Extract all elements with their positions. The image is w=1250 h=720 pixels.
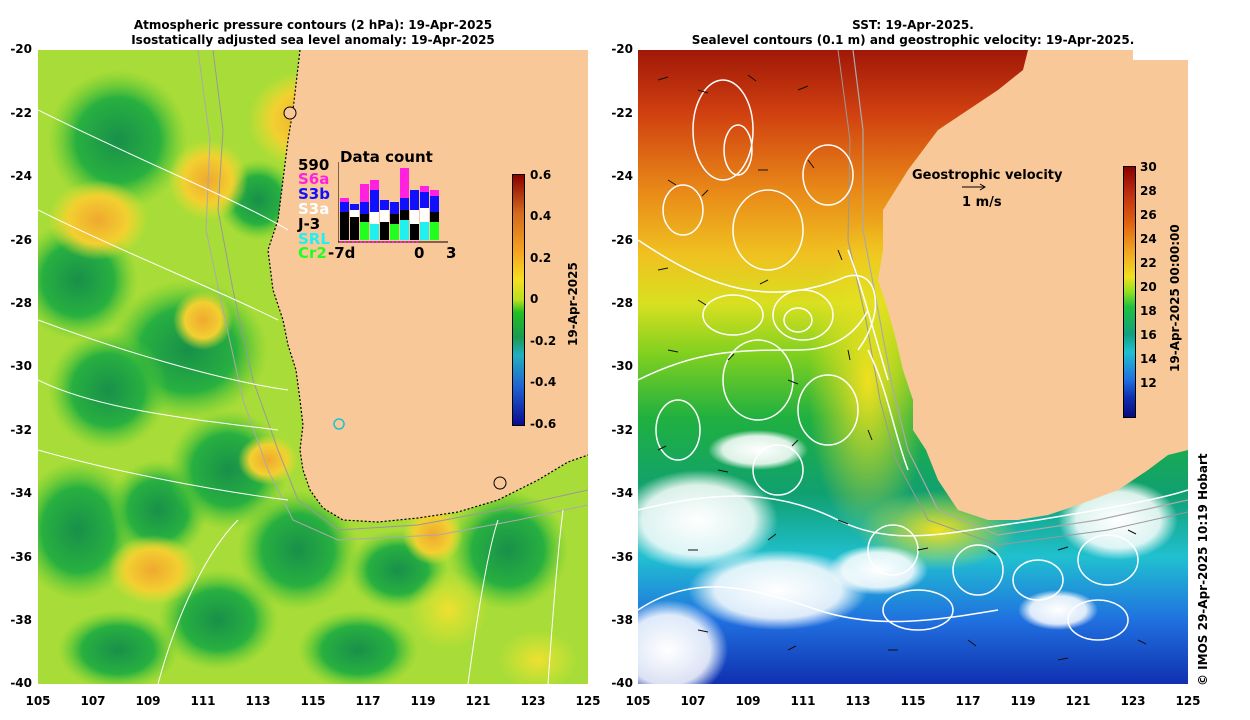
right-x-tick: 121 xyxy=(1065,694,1091,708)
right-x-tick: 105 xyxy=(625,694,651,708)
right-x-tick: 115 xyxy=(900,694,926,708)
right-cb-tick: 26 xyxy=(1140,208,1157,222)
data-count-axis-mid: 0 xyxy=(414,244,425,262)
left-y-tick: -30 xyxy=(10,359,32,373)
right-cb-tick: 22 xyxy=(1140,256,1157,270)
right-x-tick: 107 xyxy=(680,694,706,708)
left-map-graphic xyxy=(38,50,588,684)
data-count-axis-right: 3 xyxy=(446,244,457,262)
right-x-tick: 125 xyxy=(1175,694,1201,708)
right-title-line2: Sealevel contours (0.1 m) and geostrophi… xyxy=(691,33,1135,47)
left-x-tick: 119 xyxy=(410,694,436,708)
right-x-tick: 123 xyxy=(1120,694,1146,708)
left-cb-tick: -0.6 xyxy=(530,417,557,431)
right-y-tick: -36 xyxy=(611,550,633,564)
velocity-legend-scale: 1 m/s xyxy=(962,195,1002,210)
left-cb-tick: 0.4 xyxy=(530,209,552,223)
left-x-tick: 123 xyxy=(520,694,546,708)
left-colorbar-bar xyxy=(512,174,525,426)
credit-text: © IMOS 29-Apr-2025 10:19 Hobart xyxy=(1196,453,1210,686)
right-x-tick: 117 xyxy=(955,694,981,708)
sat-label-j3: J-3 xyxy=(298,215,321,233)
right-y-tick: -34 xyxy=(611,486,633,500)
left-y-tick: -24 xyxy=(10,169,32,183)
left-cb-tick: -0.4 xyxy=(530,375,557,389)
sat-label-srl: SRL xyxy=(298,230,330,248)
left-y-tick: -36 xyxy=(10,550,32,564)
right-cb-tick: 28 xyxy=(1140,184,1157,198)
left-cb-tick: 0 xyxy=(530,292,539,306)
left-x-tick: 105 xyxy=(25,694,51,708)
right-y-tick: -30 xyxy=(611,359,633,373)
right-colorbar-label: 19-Apr-2025 00:00:00 xyxy=(1168,224,1182,372)
left-title-line1: Atmospheric pressure contours (2 hPa): 1… xyxy=(133,18,493,32)
sat-label-s3b: S3b xyxy=(298,185,330,203)
left-y-tick: -40 xyxy=(10,676,32,690)
data-count-histogram xyxy=(338,162,448,243)
right-cb-tick: 24 xyxy=(1140,232,1157,246)
left-y-tick: -32 xyxy=(10,423,32,437)
right-cb-tick: 12 xyxy=(1140,376,1157,390)
right-cb-tick: 14 xyxy=(1140,352,1157,366)
left-x-tick: 109 xyxy=(135,694,161,708)
data-count-title: Data count xyxy=(340,148,433,166)
sat-label-cr2: Cr2 xyxy=(298,244,327,262)
left-cb-tick: 0.2 xyxy=(530,251,552,265)
right-x-tick: 113 xyxy=(845,694,871,708)
right-y-tick: -20 xyxy=(611,42,633,56)
left-y-tick: -20 xyxy=(10,42,32,56)
left-x-tick: 121 xyxy=(465,694,491,708)
left-y-tick: -38 xyxy=(10,613,32,627)
left-x-tick: 125 xyxy=(575,694,601,708)
velocity-legend-title: Geostrophic velocity xyxy=(912,168,1063,183)
data-count-axis-left: -7d xyxy=(328,244,356,262)
right-cb-tick: 18 xyxy=(1140,304,1157,318)
left-title-line2: Isostatically adjusted sea level anomaly… xyxy=(131,33,495,47)
right-y-tick: -38 xyxy=(611,613,633,627)
right-x-tick: 119 xyxy=(1010,694,1036,708)
left-cb-tick: -0.2 xyxy=(530,334,557,348)
right-cb-tick: 30 xyxy=(1140,160,1157,174)
right-y-tick: -32 xyxy=(611,423,633,437)
sat-label-s3a: S3a xyxy=(298,200,330,218)
right-x-tick: 109 xyxy=(735,694,761,708)
data-count-total: 590 xyxy=(298,156,330,174)
right-y-tick: -28 xyxy=(611,296,633,310)
right-map-graphic xyxy=(638,50,1188,684)
right-y-tick: -24 xyxy=(611,169,633,183)
left-x-tick: 115 xyxy=(300,694,326,708)
left-x-tick: 107 xyxy=(80,694,106,708)
left-y-tick: -22 xyxy=(10,106,32,120)
left-y-tick: -34 xyxy=(10,486,32,500)
right-cb-tick: 20 xyxy=(1140,280,1157,294)
right-cb-tick: 16 xyxy=(1140,328,1157,342)
right-title-line1: SST: 19-Apr-2025. xyxy=(852,18,974,32)
right-colorbar-bar xyxy=(1123,166,1136,418)
right-y-tick: -22 xyxy=(611,106,633,120)
left-y-tick: -26 xyxy=(10,233,32,247)
left-x-tick: 113 xyxy=(245,694,271,708)
right-x-tick: 111 xyxy=(790,694,816,708)
sat-label-s6a: S6a xyxy=(298,170,330,188)
left-colorbar-label: 19-Apr-2025 xyxy=(566,262,580,346)
velocity-legend-arrow xyxy=(962,183,986,191)
right-y-tick: -26 xyxy=(611,233,633,247)
left-x-tick: 117 xyxy=(355,694,381,708)
left-cb-tick: 0.6 xyxy=(530,168,552,182)
left-x-tick: 111 xyxy=(190,694,216,708)
left-y-tick: -28 xyxy=(10,296,32,310)
right-map xyxy=(638,50,1188,684)
left-map xyxy=(38,50,588,684)
right-y-tick: -40 xyxy=(611,676,633,690)
